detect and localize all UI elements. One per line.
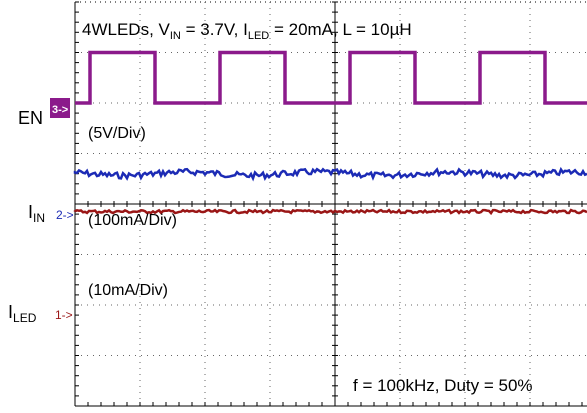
frequency-duty-label: f = 100kHz, Duty = 50%: [353, 376, 533, 395]
en-scale-label: (5V/Div): [88, 125, 146, 142]
trace-iled: [73, 208, 587, 216]
iin-label: IIN: [28, 202, 45, 225]
channel2-marker: 2->: [56, 208, 74, 222]
channel1-marker: 1->: [55, 308, 73, 322]
en-label: EN: [18, 108, 43, 128]
chart-title: 4WLEDs, VIN = 3.7V, ILED = 20mA, L = 10µ…: [82, 20, 412, 42]
iled-scale-label: (10mA/Div): [88, 282, 168, 299]
trace-iin: [73, 166, 587, 182]
trace-en: [75, 50, 587, 105]
traces: [73, 50, 587, 216]
channel3-marker-label: 3->: [52, 104, 68, 116]
iled-label: ILED: [8, 302, 37, 325]
iin-scale-label: (100mA/Div): [88, 212, 177, 229]
channel3-marker: [50, 98, 70, 118]
graticule: [74, 1, 587, 407]
